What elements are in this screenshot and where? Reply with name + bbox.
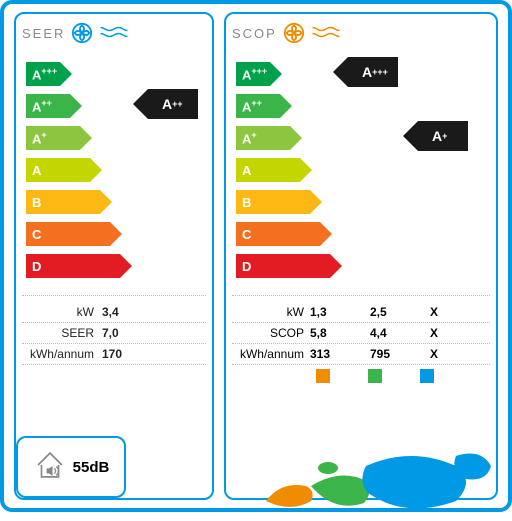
grade-row-B: B	[236, 188, 310, 216]
grade-arrow-A: A	[26, 158, 90, 182]
grade-arrow-App: A++	[236, 94, 280, 118]
seer-data-table: kW3,4SEER7,0kWh/annum170	[22, 302, 206, 365]
grade-arrow-B: B	[236, 190, 310, 214]
grade-row-Appp: A+++	[236, 60, 270, 88]
data-row: kW1,32,5X	[232, 302, 490, 323]
zone-swatches	[232, 365, 490, 383]
fan-heat-icon	[283, 22, 305, 44]
data-row: SCOP5,84,4X	[232, 323, 490, 344]
scop-data-table: kW1,32,5XSCOP5,84,4XkWh/annum313795X	[232, 302, 490, 383]
zone-swatch	[420, 369, 434, 383]
scop-header: SCOP	[232, 22, 490, 50]
grade-row-Appp: A+++	[26, 60, 60, 88]
data-row: kWh/annum313795X	[232, 344, 490, 365]
grade-row-D: D	[26, 252, 120, 280]
cold-wave-icon	[99, 23, 129, 44]
grade-arrow-Ap: A+	[236, 126, 290, 150]
grade-row-C: C	[236, 220, 320, 248]
grade-row-Ap: A+	[236, 124, 290, 152]
data-row: kWh/annum170	[22, 344, 206, 365]
scop-title: SCOP	[232, 26, 277, 41]
house-sound-icon	[33, 448, 67, 487]
grade-arrow-C: C	[26, 222, 110, 246]
selected-grade-badge: A+++	[348, 57, 398, 87]
europe-climate-map-icon	[256, 446, 496, 504]
grade-arrow-B: B	[26, 190, 100, 214]
seer-panel: SEER A+++ A++ A+ ABCD A++ kW3,4SEER7,0kWh/an…	[14, 12, 214, 500]
grade-arrow-Appp: A+++	[26, 62, 60, 86]
grade-row-A: A	[236, 156, 300, 184]
selected-grade-badge: A++	[148, 89, 198, 119]
grade-row-App: A++	[26, 92, 70, 120]
seer-header: SEER	[22, 22, 206, 50]
fan-cool-icon	[71, 22, 93, 44]
data-row: SEER7,0	[22, 323, 206, 344]
seer-title: SEER	[22, 26, 65, 41]
grade-arrow-Appp: A+++	[236, 62, 270, 86]
grade-row-A: A	[26, 156, 90, 184]
zone-swatch	[368, 369, 382, 383]
grade-row-C: C	[26, 220, 110, 248]
scop-grade-arrows: A+++ A++ A+ ABCD A+++ A+	[232, 56, 490, 296]
grade-row-App: A++	[236, 92, 280, 120]
data-row: kW3,4	[22, 302, 206, 323]
grade-row-D: D	[236, 252, 330, 280]
energy-label: SEER A+++A++A+ABCDA++ kW3,4SEER7,0kWh/an…	[0, 0, 512, 512]
zone-swatch	[316, 369, 330, 383]
grade-row-B: B	[26, 188, 100, 216]
noise-badge: 55dB	[16, 436, 126, 498]
noise-value: 55dB	[73, 459, 110, 476]
seer-grade-arrows: A+++ A++ A+ ABCD A++	[22, 56, 206, 296]
grade-arrow-A: A	[236, 158, 300, 182]
grade-row-Ap: A+	[26, 124, 80, 152]
heat-wave-icon	[311, 23, 341, 44]
grade-arrow-C: C	[236, 222, 320, 246]
selected-grade-badge: A+	[418, 121, 468, 151]
grade-arrow-D: D	[26, 254, 120, 278]
grade-arrow-Ap: A+	[26, 126, 80, 150]
scop-panel: SCOP A+++ A++ A+ ABCD A+++ A+ kW1,32,5XSCOP5,…	[224, 12, 498, 500]
grade-arrow-D: D	[236, 254, 330, 278]
grade-arrow-App: A++	[26, 94, 70, 118]
